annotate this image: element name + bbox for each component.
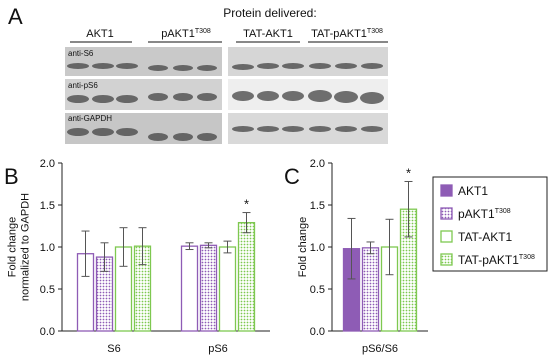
y-tick-label: 1.0 (310, 242, 325, 254)
error-bar (138, 227, 147, 266)
y-tick-label: 0.5 (310, 284, 325, 296)
error-bar (185, 242, 194, 251)
y-tick-label: 1.0 (40, 242, 55, 254)
error-bar (242, 212, 251, 234)
legend-label: pAKT1T308 (458, 207, 511, 221)
legend-label: TAT-AKT1 (458, 230, 513, 244)
group-label: AKT1 (86, 28, 114, 40)
panel-letter: B (4, 164, 19, 189)
panel-title: Protein delivered: (223, 6, 316, 20)
error-bar (119, 227, 128, 267)
error-bar (385, 218, 394, 276)
legend-swatch (440, 253, 453, 266)
y-tick-label: 1.5 (40, 200, 55, 212)
bar (361, 247, 380, 332)
y-tick-label: 1.5 (310, 200, 325, 212)
bar (199, 244, 218, 332)
y-axis-label: Fold change (7, 217, 19, 278)
blot-label: anti-S6 (68, 49, 94, 58)
bar (237, 221, 256, 332)
error-bar (347, 217, 356, 280)
group-label: TAT-AKT1 (243, 28, 293, 40)
error-bar (366, 241, 375, 255)
annotation: * (406, 165, 411, 180)
y-axis-label: normalized to GAPDH (20, 193, 32, 301)
error-bar (204, 242, 213, 249)
y-tick-label: 2.0 (310, 158, 325, 170)
legend-label: AKT1 (458, 184, 488, 198)
error-bar (223, 240, 232, 254)
legend-swatch (440, 184, 453, 197)
blot-label: anti-pS6 (68, 81, 98, 90)
panel-letter: C (284, 164, 300, 189)
error-bar (81, 230, 90, 277)
x-tick-label: S6 (107, 343, 120, 355)
panel-letter: A (8, 4, 23, 29)
y-tick-label: 2.0 (40, 158, 55, 170)
legend-swatch (440, 207, 453, 220)
group-label: pAKT1T308 (161, 28, 211, 40)
bar (218, 246, 237, 332)
bar (180, 245, 199, 332)
annotation: * (244, 197, 249, 212)
legend-swatch (440, 230, 453, 243)
blot-images (65, 41, 388, 144)
legend-label: TAT-pAKT1T308 (458, 253, 535, 267)
y-tick-label: 0.0 (40, 326, 55, 338)
blot-label: anti-GAPDH (68, 114, 112, 123)
error-bar (404, 180, 413, 238)
y-tick-label: 0.0 (310, 326, 325, 338)
y-tick-label: 0.5 (40, 284, 55, 296)
x-tick-label: pS6 (208, 343, 228, 355)
error-bar (100, 242, 109, 272)
y-axis-label: Fold change (297, 217, 309, 278)
x-tick-label: pS6/S6 (362, 343, 398, 355)
group-label: TAT-pAKT1T308 (311, 28, 383, 40)
